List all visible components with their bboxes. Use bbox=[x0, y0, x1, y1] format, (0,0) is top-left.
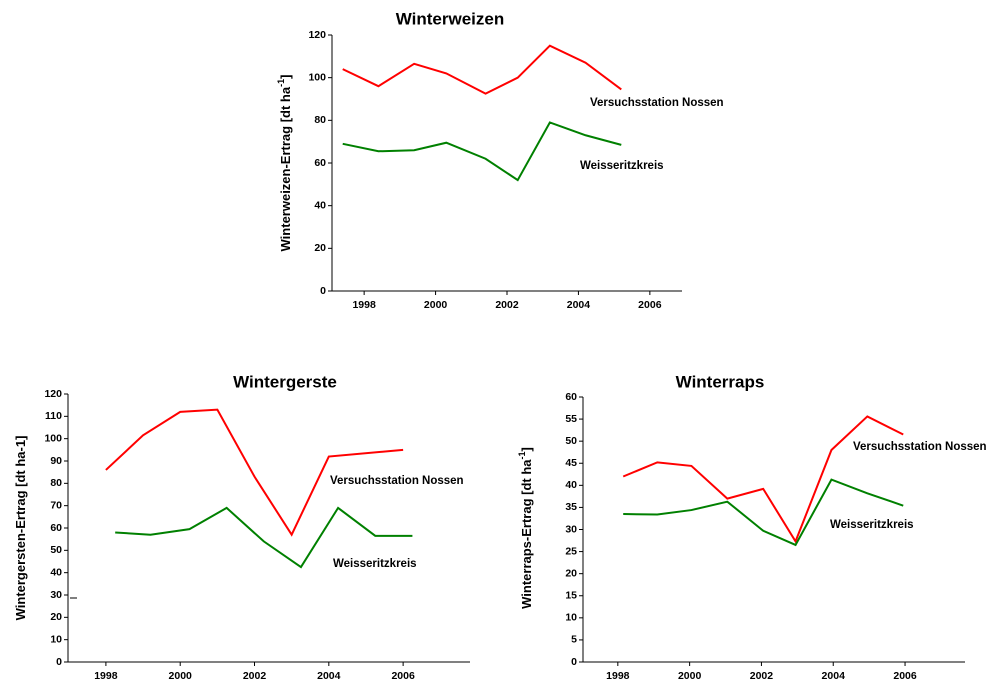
series-line bbox=[342, 44, 622, 95]
y-axis-label-text: Wintergersten-Ertrag [dt ha-1] bbox=[13, 436, 28, 621]
series-label: Versuchsstation Nossen bbox=[330, 475, 464, 487]
y-tick-label: 40 bbox=[314, 199, 326, 211]
x-tick-label: 2002 bbox=[495, 299, 519, 311]
y-axis-label-sup: -1 bbox=[517, 451, 527, 459]
y-tick-label: 90 bbox=[50, 455, 62, 467]
chart-title: Winterweizen bbox=[396, 9, 504, 28]
y-tick-label: 80 bbox=[50, 477, 62, 489]
y-tick-label: 40 bbox=[50, 566, 62, 578]
chart-title: Winterraps bbox=[676, 372, 765, 391]
y-tick-label: 15 bbox=[565, 590, 577, 602]
x-tick-label: 2004 bbox=[317, 670, 341, 682]
y-axis-label-sup: -1 bbox=[276, 79, 286, 87]
series-label: Weisseritzkreis bbox=[333, 558, 417, 570]
y-tick-label: 100 bbox=[308, 71, 326, 83]
y-tick-label: 120 bbox=[44, 388, 62, 400]
y-tick-label: 5 bbox=[571, 634, 577, 646]
y-tick-label: 20 bbox=[314, 242, 326, 254]
y-tick-label: 55 bbox=[565, 413, 577, 425]
series-label: Versuchsstation Nossen bbox=[853, 441, 987, 453]
y-tick-label: 70 bbox=[50, 499, 62, 511]
x-tick-label: 1998 bbox=[606, 670, 630, 682]
series-line bbox=[342, 121, 622, 182]
x-tick-label: 2004 bbox=[567, 299, 591, 311]
series-line bbox=[623, 478, 904, 547]
y-axis-label-end: ] bbox=[519, 447, 534, 451]
x-tick-label: 2002 bbox=[243, 670, 267, 682]
x-tick-label: 2006 bbox=[391, 670, 415, 682]
x-tick-label: 2000 bbox=[424, 299, 448, 311]
series-label: Weisseritzkreis bbox=[830, 519, 914, 531]
y-tick-label: 60 bbox=[565, 391, 577, 403]
y-tick-label: 0 bbox=[571, 656, 577, 668]
y-axis-label-text: Winterweizen-Ertrag [dt ha bbox=[278, 86, 293, 251]
x-tick-label: 2006 bbox=[893, 670, 917, 682]
series-line bbox=[115, 506, 413, 569]
y-tick-label: 20 bbox=[565, 567, 577, 579]
y-axis-label: Winterweizen-Ertrag [dt ha-1] bbox=[276, 75, 293, 252]
series-label: Weisseritzkreis bbox=[580, 160, 664, 172]
series-line bbox=[105, 408, 404, 537]
x-tick-label: 2002 bbox=[750, 670, 774, 682]
x-tick-label: 1998 bbox=[352, 299, 376, 311]
y-tick-label: 20 bbox=[50, 611, 62, 623]
x-tick-label: 1998 bbox=[94, 670, 118, 682]
y-tick-label: 35 bbox=[565, 501, 577, 513]
y-tick-label: 45 bbox=[565, 457, 577, 469]
y-tick-label: 30 bbox=[565, 523, 577, 535]
y-axis-label: Wintergersten-Ertrag [dt ha-1] bbox=[13, 436, 28, 621]
y-tick-label: 60 bbox=[314, 157, 326, 169]
y-tick-label: 30 bbox=[50, 589, 62, 601]
y-tick-label: 0 bbox=[56, 656, 62, 668]
x-tick-label: 2004 bbox=[822, 670, 846, 682]
y-tick-label: 80 bbox=[314, 114, 326, 126]
y-tick-label: 120 bbox=[308, 29, 326, 41]
y-axis-label-end: ] bbox=[278, 75, 293, 79]
x-tick-label: 2000 bbox=[678, 670, 702, 682]
y-tick-label: 50 bbox=[565, 435, 577, 447]
y-tick-label: 10 bbox=[565, 612, 577, 624]
y-axis-label: Winterraps-Ertrag [dt ha-1] bbox=[517, 447, 534, 609]
y-tick-label: 25 bbox=[565, 545, 577, 557]
x-tick-label: 2006 bbox=[638, 299, 662, 311]
y-tick-label: 60 bbox=[50, 522, 62, 534]
y-tick-label: 40 bbox=[565, 479, 577, 491]
y-tick-label: 0 bbox=[320, 285, 326, 297]
y-tick-label: 110 bbox=[45, 410, 62, 422]
series-label: Versuchsstation Nossen bbox=[590, 97, 724, 109]
y-tick-label: 50 bbox=[50, 544, 62, 556]
series-line bbox=[622, 415, 904, 544]
x-tick-label: 2000 bbox=[169, 670, 193, 682]
chart-title: Wintergerste bbox=[233, 372, 337, 391]
y-tick-label: 100 bbox=[44, 432, 62, 444]
y-axis-label-text: Winterraps-Ertrag [dt ha bbox=[519, 459, 534, 609]
y-tick-label: 10 bbox=[50, 633, 62, 645]
